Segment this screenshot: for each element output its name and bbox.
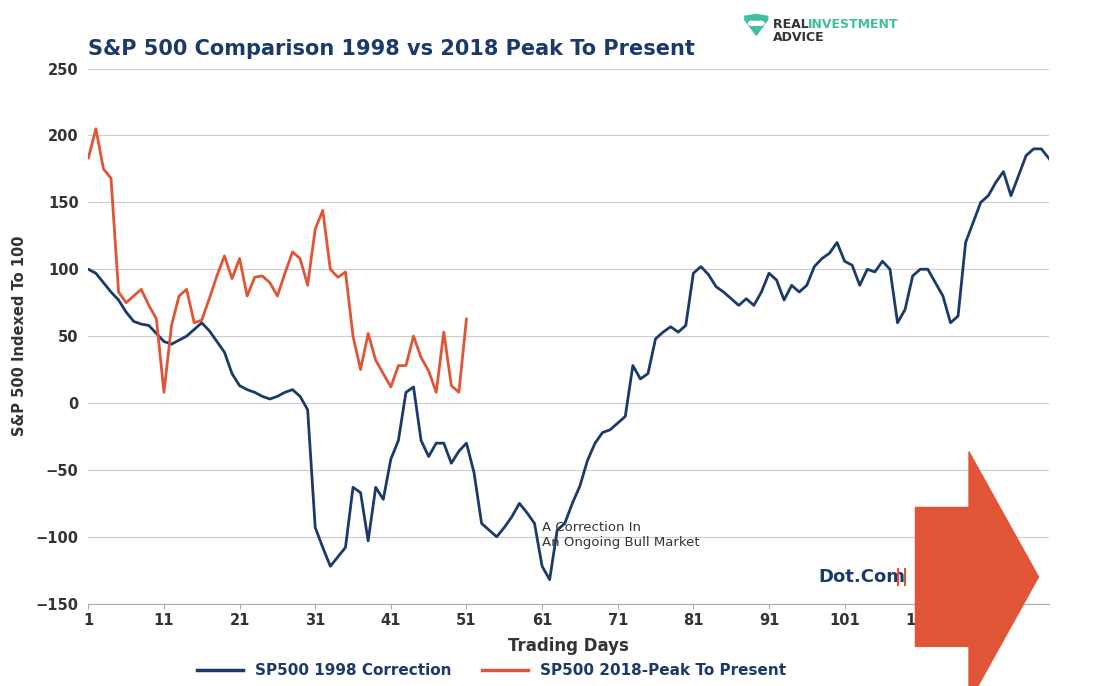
Text: REAL: REAL (773, 18, 813, 30)
X-axis label: Trading Days: Trading Days (508, 637, 629, 654)
Text: S&P 500 Comparison 1998 vs 2018 Peak To Present: S&P 500 Comparison 1998 vs 2018 Peak To … (88, 38, 696, 59)
Text: INVESTMENT: INVESTMENT (808, 18, 899, 30)
Y-axis label: S&P 500 Indexed To 100: S&P 500 Indexed To 100 (12, 236, 28, 436)
Legend: SP500 1998 Correction, SP500 2018-Peak To Present: SP500 1998 Correction, SP500 2018-Peak T… (191, 657, 793, 685)
Text: ADVICE: ADVICE (773, 32, 825, 44)
Text: Dot.Com: Dot.Com (818, 568, 905, 586)
Text: A Correction In
An Ongoing Bull Market: A Correction In An Ongoing Bull Market (542, 521, 700, 549)
